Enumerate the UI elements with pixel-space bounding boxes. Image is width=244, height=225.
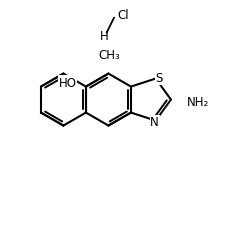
Text: H: H xyxy=(100,29,108,43)
Text: S: S xyxy=(155,72,163,85)
Text: Cl: Cl xyxy=(117,9,129,22)
Text: HO: HO xyxy=(59,76,77,89)
Text: N: N xyxy=(150,116,159,129)
Text: CH₃: CH₃ xyxy=(99,49,121,62)
Text: NH₂: NH₂ xyxy=(187,96,209,109)
